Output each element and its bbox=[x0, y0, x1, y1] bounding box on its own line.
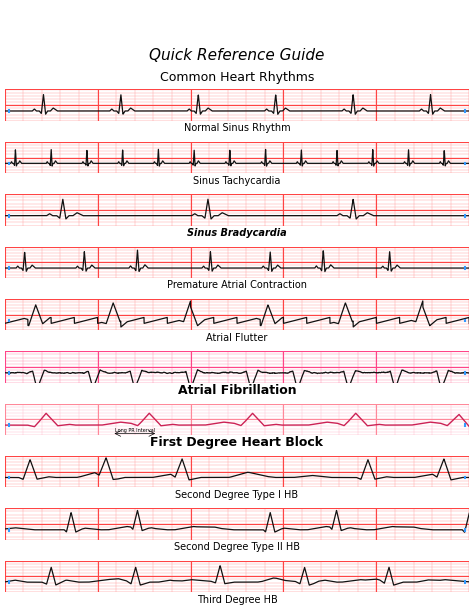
Text: Sinus Bradycardia: Sinus Bradycardia bbox=[187, 228, 287, 238]
Text: Sinus Tachycardia: Sinus Tachycardia bbox=[193, 176, 281, 186]
Text: Second Degree Type I HB: Second Degree Type I HB bbox=[175, 490, 299, 500]
Text: Normal Sinus Rhythm: Normal Sinus Rhythm bbox=[184, 123, 290, 134]
Text: 12 Lead EKG: 12 Lead EKG bbox=[164, 16, 310, 36]
Text: Premature Atrial Contraction: Premature Atrial Contraction bbox=[167, 281, 307, 291]
Text: Common Heart Rhythms: Common Heart Rhythms bbox=[160, 70, 314, 84]
Text: Third Degree HB: Third Degree HB bbox=[197, 595, 277, 604]
Text: Atrial Fibrillation: Atrial Fibrillation bbox=[178, 384, 296, 397]
Text: Second Degree Type II HB: Second Degree Type II HB bbox=[174, 543, 300, 552]
Text: Atrial Flutter: Atrial Flutter bbox=[206, 333, 268, 343]
Text: Quick Reference Guide: Quick Reference Guide bbox=[149, 48, 325, 63]
Text: Long PR Interval: Long PR Interval bbox=[115, 428, 155, 433]
Text: First Degree Heart Block: First Degree Heart Block bbox=[151, 436, 323, 449]
